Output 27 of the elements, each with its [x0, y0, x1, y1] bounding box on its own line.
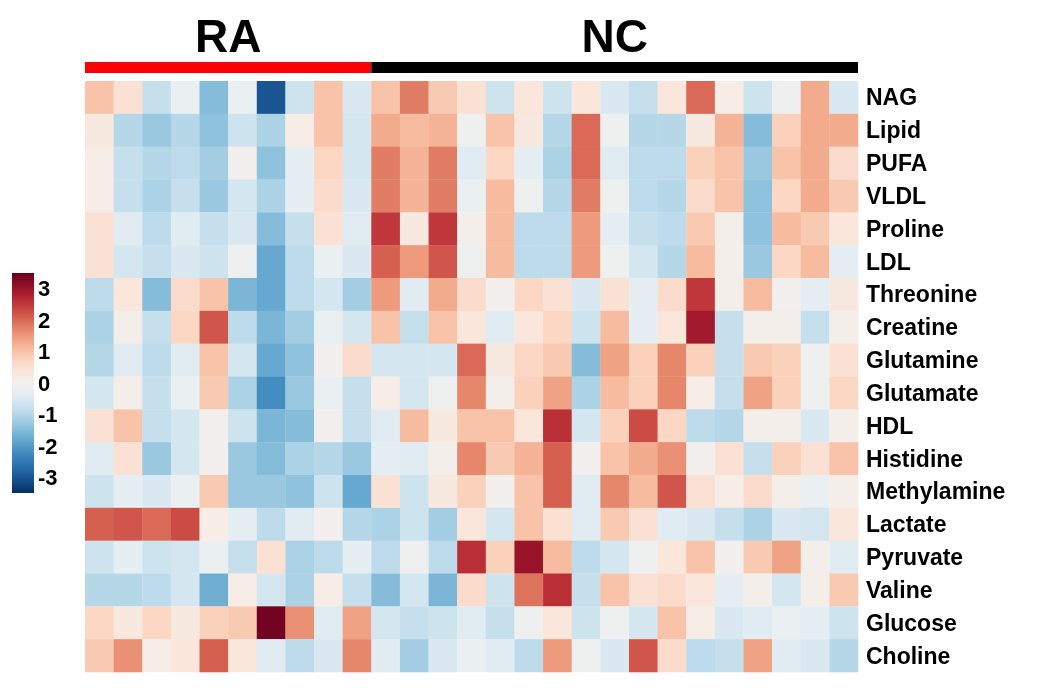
y-tick-label: Lactate — [866, 511, 947, 538]
y-tick-label: Valine — [866, 576, 933, 603]
y-tick-label: PUFA — [866, 150, 928, 177]
y-tick-label: Proline — [866, 215, 944, 242]
y-tick-label: Choline — [866, 642, 951, 669]
y-tick-label: Methylamine — [866, 478, 1006, 505]
text: NC — [581, 10, 648, 62]
y-tick-label: Pyruvate — [866, 544, 964, 571]
y-tick-label: Threonine — [866, 281, 978, 308]
color-bar-label: 0 — [38, 370, 51, 396]
color-bar-label: 1 — [38, 339, 51, 365]
color-bar-label: 2 — [38, 307, 51, 333]
color-bar-label: -3 — [38, 464, 58, 490]
color-bar-label: -2 — [38, 433, 58, 459]
y-tick-label: VLDL — [866, 182, 927, 209]
y-tick-label: Histidine — [866, 445, 964, 472]
color-bar-label: -1 — [38, 402, 58, 428]
y-tick-label: LDL — [866, 248, 911, 275]
y-tick-label: HDL — [866, 412, 914, 439]
y-tick-label: Glutamate — [866, 379, 979, 406]
text: RA — [194, 10, 262, 62]
y-tick-label: Glutamine — [866, 347, 979, 374]
y-tick-label: NAG — [866, 84, 918, 111]
y-tick-label: Glucose — [866, 609, 957, 636]
y-tick-label: Creatine — [866, 314, 959, 341]
color-bar-label: 3 — [38, 276, 51, 302]
y-tick-label: Lipid — [866, 117, 921, 144]
